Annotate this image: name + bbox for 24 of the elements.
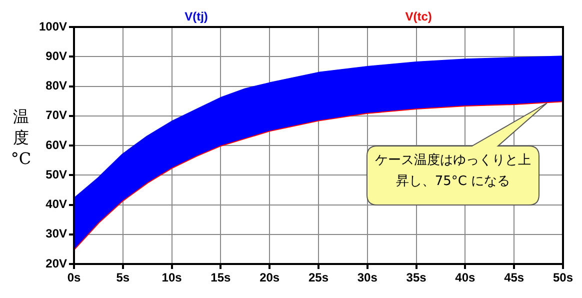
- x-tick-label: 35s: [406, 270, 427, 285]
- x-tick-label: 0s: [67, 270, 81, 285]
- y-tick-label: 50V: [46, 167, 67, 182]
- y-tick-label: 70V: [46, 108, 67, 122]
- x-tick-label: 45s: [504, 270, 524, 285]
- y-tick-label: 80V: [46, 78, 67, 93]
- y-tick-label: 30V: [46, 226, 67, 241]
- x-tick-label: 50s: [552, 270, 574, 285]
- text: V(tj): [184, 9, 208, 24]
- y-tick-label: 60V: [46, 138, 67, 152]
- text: V(tc): [405, 9, 432, 24]
- y-axis-title: 温度°C: [10, 106, 32, 169]
- y-tick-label: 20V: [46, 256, 67, 270]
- x-tick-label: 20s: [260, 270, 280, 285]
- x-tick-label: 40s: [455, 270, 476, 285]
- x-tick-label: 30s: [357, 270, 378, 285]
- y-tick-label: 100V: [38, 19, 67, 34]
- y-tick-label: 40V: [46, 197, 67, 212]
- x-tick-label: 10s: [162, 270, 182, 285]
- x-tick-label: 15s: [210, 270, 232, 285]
- x-tick-label: 25s: [308, 270, 329, 285]
- x-tick-label: 5s: [116, 270, 130, 285]
- annotation: ケース温度はゆっくりと上昇し、75°C になる: [374, 152, 532, 191]
- y-tick-label: 90V: [46, 48, 67, 63]
